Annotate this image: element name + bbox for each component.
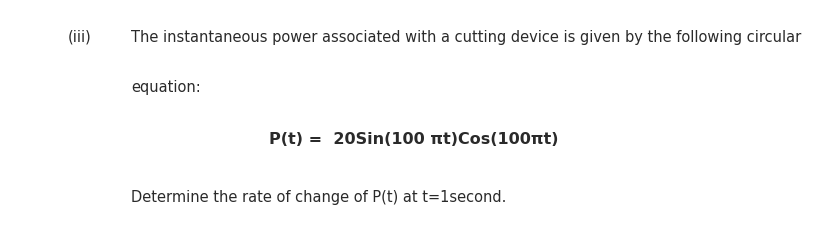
Text: (iii): (iii)	[68, 30, 92, 45]
Text: Determine the rate of change of P(t) at t=1second.: Determine the rate of change of P(t) at …	[131, 190, 505, 205]
Text: P(t) =  20Sin(100 πt)Cos(100πt): P(t) = 20Sin(100 πt)Cos(100πt)	[269, 132, 558, 148]
Text: The instantaneous power associated with a cutting device is given by the followi: The instantaneous power associated with …	[131, 30, 800, 45]
Text: equation:: equation:	[131, 80, 200, 95]
